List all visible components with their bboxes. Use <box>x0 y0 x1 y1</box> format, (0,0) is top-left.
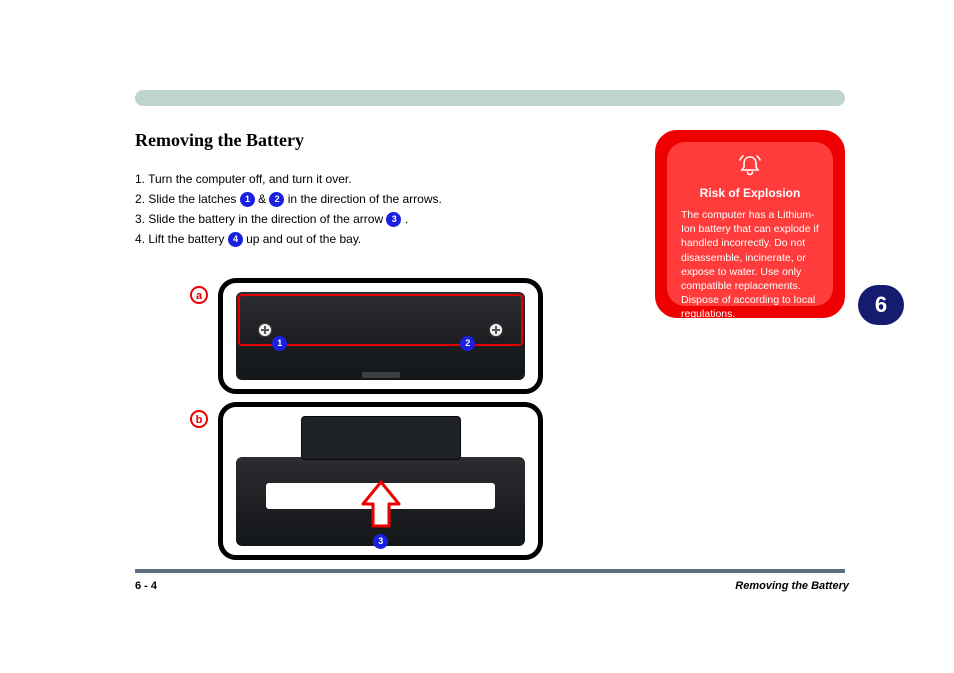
step3-suffix: . <box>405 212 408 226</box>
step4-prefix: 4. Lift the battery <box>135 232 228 246</box>
arrow-up-icon <box>357 480 405 532</box>
fig-label-a: a <box>190 286 208 304</box>
figure-2-battery <box>301 416 461 460</box>
step3-prefix: 3. Slide the battery in the direction of… <box>135 212 386 226</box>
bullet-3: 3 <box>386 212 401 227</box>
section-title: Removing the Battery <box>135 130 304 151</box>
warning-title: Risk of Explosion <box>700 186 801 200</box>
bullet-1-fig: 1 <box>272 336 287 351</box>
figure-2: 3 b <box>218 402 543 560</box>
step-2: 2. Slide the latches 1 & 2 in the direct… <box>135 192 442 207</box>
chapter-tab: 6 <box>858 285 904 325</box>
warning-inner: Risk of Explosion The computer has a Lit… <box>667 142 833 306</box>
warning-box: Risk of Explosion The computer has a Lit… <box>655 130 845 318</box>
divider-top <box>135 90 845 106</box>
step2-prefix: 2. Slide the latches <box>135 192 240 206</box>
bullet-3-fig: 3 <box>373 534 388 549</box>
bullet-2: 2 <box>269 192 284 207</box>
bullet-4: 4 <box>228 232 243 247</box>
fig-label-b: b <box>190 410 208 428</box>
screw-left-icon <box>258 323 272 337</box>
bullet-1: 1 <box>240 192 255 207</box>
figure-1: 1 2 a <box>218 278 543 394</box>
step-1: 1. Turn the computer off, and turn it ov… <box>135 172 352 186</box>
footer-page-number: 6 - 4 <box>135 580 157 592</box>
bell-icon <box>737 154 763 181</box>
step4-suffix: up and out of the bay. <box>246 232 361 246</box>
screw-right-icon <box>489 323 503 337</box>
step-4: 4. Lift the battery 4 up and out of the … <box>135 232 361 247</box>
warning-text: The computer has a Lithium-Ion battery t… <box>681 208 819 321</box>
step2-mid: & <box>258 192 269 206</box>
step2-suffix: in the direction of the arrows. <box>288 192 442 206</box>
bullet-2-fig: 2 <box>460 336 475 351</box>
step-3: 3. Slide the battery in the direction of… <box>135 212 408 227</box>
footer-section-name: Removing the Battery <box>735 580 849 592</box>
divider-bottom <box>135 569 845 573</box>
